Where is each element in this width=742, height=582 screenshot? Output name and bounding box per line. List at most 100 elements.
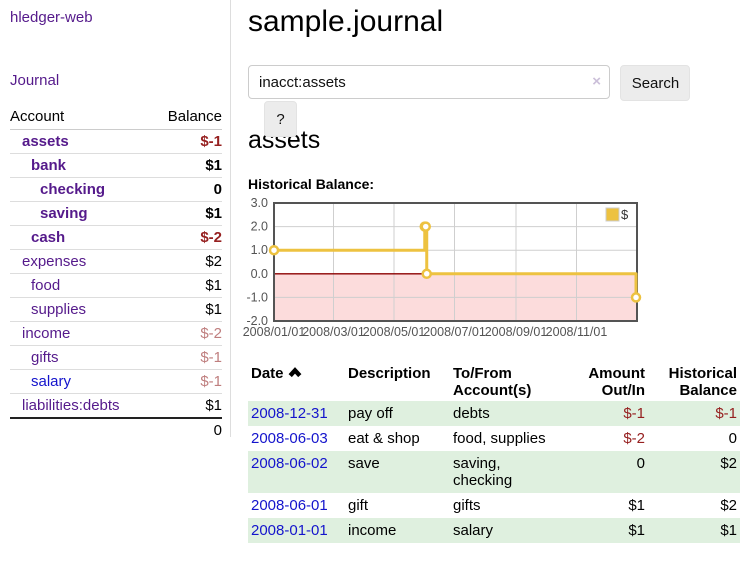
clear-search-icon[interactable]: × bbox=[592, 73, 601, 90]
txn-historical: $2 bbox=[720, 455, 737, 472]
account-row: expenses $2 bbox=[10, 249, 222, 274]
txn-historical: 0 bbox=[728, 430, 737, 447]
transaction-row: 2008-06-02 save saving, checking 0 $2 bbox=[248, 451, 740, 493]
transaction-row: 2008-12-31 pay off debts $-1 $-1 bbox=[248, 401, 740, 426]
transaction-date-link[interactable]: 2008-01-01 bbox=[251, 522, 328, 539]
account-link-supplies[interactable]: supplies bbox=[31, 301, 87, 318]
txn-description: income bbox=[348, 522, 397, 539]
account-row: salary $-1 bbox=[10, 369, 222, 394]
help-button[interactable]: ? bbox=[264, 101, 297, 137]
y-tick-label: -1.0 bbox=[246, 290, 268, 304]
brand-link[interactable]: hledger-web bbox=[10, 9, 93, 26]
txn-date: 2008-12-31 bbox=[248, 401, 345, 426]
chart-label: Historical Balance: bbox=[248, 176, 375, 192]
txn-date: 2008-06-03 bbox=[248, 426, 345, 451]
account-link-bank[interactable]: bank bbox=[31, 157, 67, 174]
account-link-checking[interactable]: checking bbox=[40, 181, 106, 198]
txn-amount: $1 bbox=[628, 522, 645, 539]
register-header-description: Description bbox=[348, 365, 431, 382]
txn-amount: $-1 bbox=[623, 405, 645, 422]
register-header-row: Date Description To/From Account(s) Amou… bbox=[248, 363, 740, 401]
txn-description: gift bbox=[348, 497, 369, 514]
search-input[interactable] bbox=[248, 65, 610, 99]
account-row: assets $-1 bbox=[10, 129, 222, 154]
x-tick-label: 2008/11/01 bbox=[546, 325, 608, 339]
txn-description: save bbox=[348, 455, 380, 472]
y-tick-label: 2.0 bbox=[251, 220, 268, 234]
account-row: saving $1 bbox=[10, 201, 222, 226]
account-balance: $2 bbox=[151, 249, 222, 274]
account-link-food[interactable]: food bbox=[31, 277, 61, 294]
x-tick-label: 2008/07/01 bbox=[423, 325, 486, 339]
account-balance: $1 bbox=[151, 153, 222, 178]
account-row: cash $-2 bbox=[10, 225, 222, 250]
txn-amount: $1 bbox=[628, 497, 645, 514]
txn-description: eat & shop bbox=[348, 430, 420, 447]
historical-balance-chart: $3.0 2.0 1.0 0.0 -1.0 -2.0 2008/01/01 2008/03/0… bbox=[243, 196, 742, 345]
x-tick-label: 2008/05/01 bbox=[363, 325, 426, 339]
sidebar-item-journal[interactable]: Journal bbox=[10, 72, 60, 89]
txn-accounts: saving, checking bbox=[453, 455, 513, 489]
y-tick-label: -2.0 bbox=[246, 314, 268, 328]
account-link-expenses[interactable]: expenses bbox=[22, 253, 87, 270]
sidebar: hledger-web Journal Account Balance asse… bbox=[0, 0, 231, 442]
transaction-date-link[interactable]: 2008-06-03 bbox=[251, 430, 328, 447]
account-title: assets bbox=[248, 126, 321, 154]
search-button[interactable]: Search bbox=[620, 65, 691, 101]
transaction-date-link[interactable]: 2008-06-01 bbox=[251, 497, 328, 514]
x-tick-label: 2008/09/01 bbox=[485, 325, 548, 339]
account-link-liabilities-debts[interactable]: liabilities:debts bbox=[22, 397, 120, 414]
account-row: checking 0 bbox=[10, 177, 222, 202]
txn-accounts: gifts bbox=[453, 497, 481, 514]
txn-accounts: salary bbox=[453, 522, 494, 539]
account-balance: $1 bbox=[151, 273, 222, 298]
data-point-marker bbox=[420, 221, 431, 232]
txn-accounts: food, supplies bbox=[453, 430, 546, 447]
data-point-marker bbox=[421, 268, 432, 280]
register-header-amount: Amount Out/In bbox=[588, 365, 645, 399]
txn-historical: $2 bbox=[720, 497, 737, 514]
account-row: income $-2 bbox=[10, 321, 222, 346]
account-link-saving[interactable]: saving bbox=[40, 205, 88, 222]
accounts-table: Account Balance assets $-1 bank $1 checking 0… bbox=[10, 106, 222, 442]
accounts-header-account: Account bbox=[10, 106, 152, 130]
account-link-cash[interactable]: cash bbox=[31, 229, 66, 246]
account-row: liabilities:debts $1 bbox=[10, 393, 222, 419]
account-link-gifts[interactable]: gifts bbox=[31, 349, 59, 366]
sort-ascending-icon bbox=[288, 365, 302, 378]
account-balance: $-2 bbox=[151, 321, 222, 346]
plot-border bbox=[273, 202, 638, 322]
legend-swatch bbox=[605, 207, 620, 222]
register-header-date[interactable]: Date bbox=[248, 363, 345, 401]
chart-svg: $3.0 2.0 1.0 0.0 -1.0 -2.02008/01/012008/03/0… bbox=[243, 196, 642, 339]
page-title: sample.journal bbox=[248, 5, 444, 38]
account-balance: $1 bbox=[151, 393, 222, 419]
txn-date: 2008-06-02 bbox=[248, 451, 345, 493]
transaction-date-link[interactable]: 2008-12-31 bbox=[251, 405, 328, 422]
transaction-row: 2008-06-01 gift gifts $1 $2 bbox=[248, 493, 740, 518]
txn-date: 2008-06-01 bbox=[248, 493, 345, 518]
data-point-marker bbox=[268, 244, 280, 256]
account-link-salary[interactable]: salary bbox=[31, 373, 72, 390]
legend-label: $ bbox=[621, 207, 629, 222]
register-table: Date Description To/From Account(s) Amou… bbox=[248, 363, 740, 543]
account-row: supplies $1 bbox=[10, 297, 222, 322]
account-balance: $1 bbox=[151, 297, 222, 322]
y-tick-label: 0.0 bbox=[251, 267, 268, 281]
register-header-accounts: To/From Account(s) bbox=[453, 365, 532, 399]
account-link-assets[interactable]: assets bbox=[22, 133, 69, 150]
account-balance: 0 bbox=[151, 177, 222, 202]
y-tick-label: 1.0 bbox=[251, 243, 268, 257]
account-balance: $-1 bbox=[151, 345, 222, 370]
account-row: bank $1 bbox=[10, 153, 222, 178]
txn-amount: $-2 bbox=[623, 430, 645, 447]
search-bar: × Search ? bbox=[248, 65, 742, 137]
transaction-date-link[interactable]: 2008-06-02 bbox=[251, 455, 328, 472]
txn-accounts: debts bbox=[453, 405, 490, 422]
transaction-row: 2008-06-03 eat & shop food, supplies $-2 0 bbox=[248, 426, 740, 451]
account-balance: $-1 bbox=[151, 369, 222, 394]
data-point-marker bbox=[630, 292, 642, 303]
x-tick-label: 2008/01/01 bbox=[243, 325, 306, 339]
account-link-income[interactable]: income bbox=[22, 325, 71, 342]
main-content: sample.journal × Search ? assets Histori… bbox=[243, 0, 742, 543]
